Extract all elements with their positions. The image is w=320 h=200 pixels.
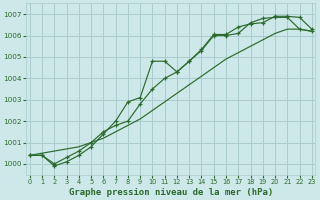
- X-axis label: Graphe pression niveau de la mer (hPa): Graphe pression niveau de la mer (hPa): [69, 188, 273, 197]
